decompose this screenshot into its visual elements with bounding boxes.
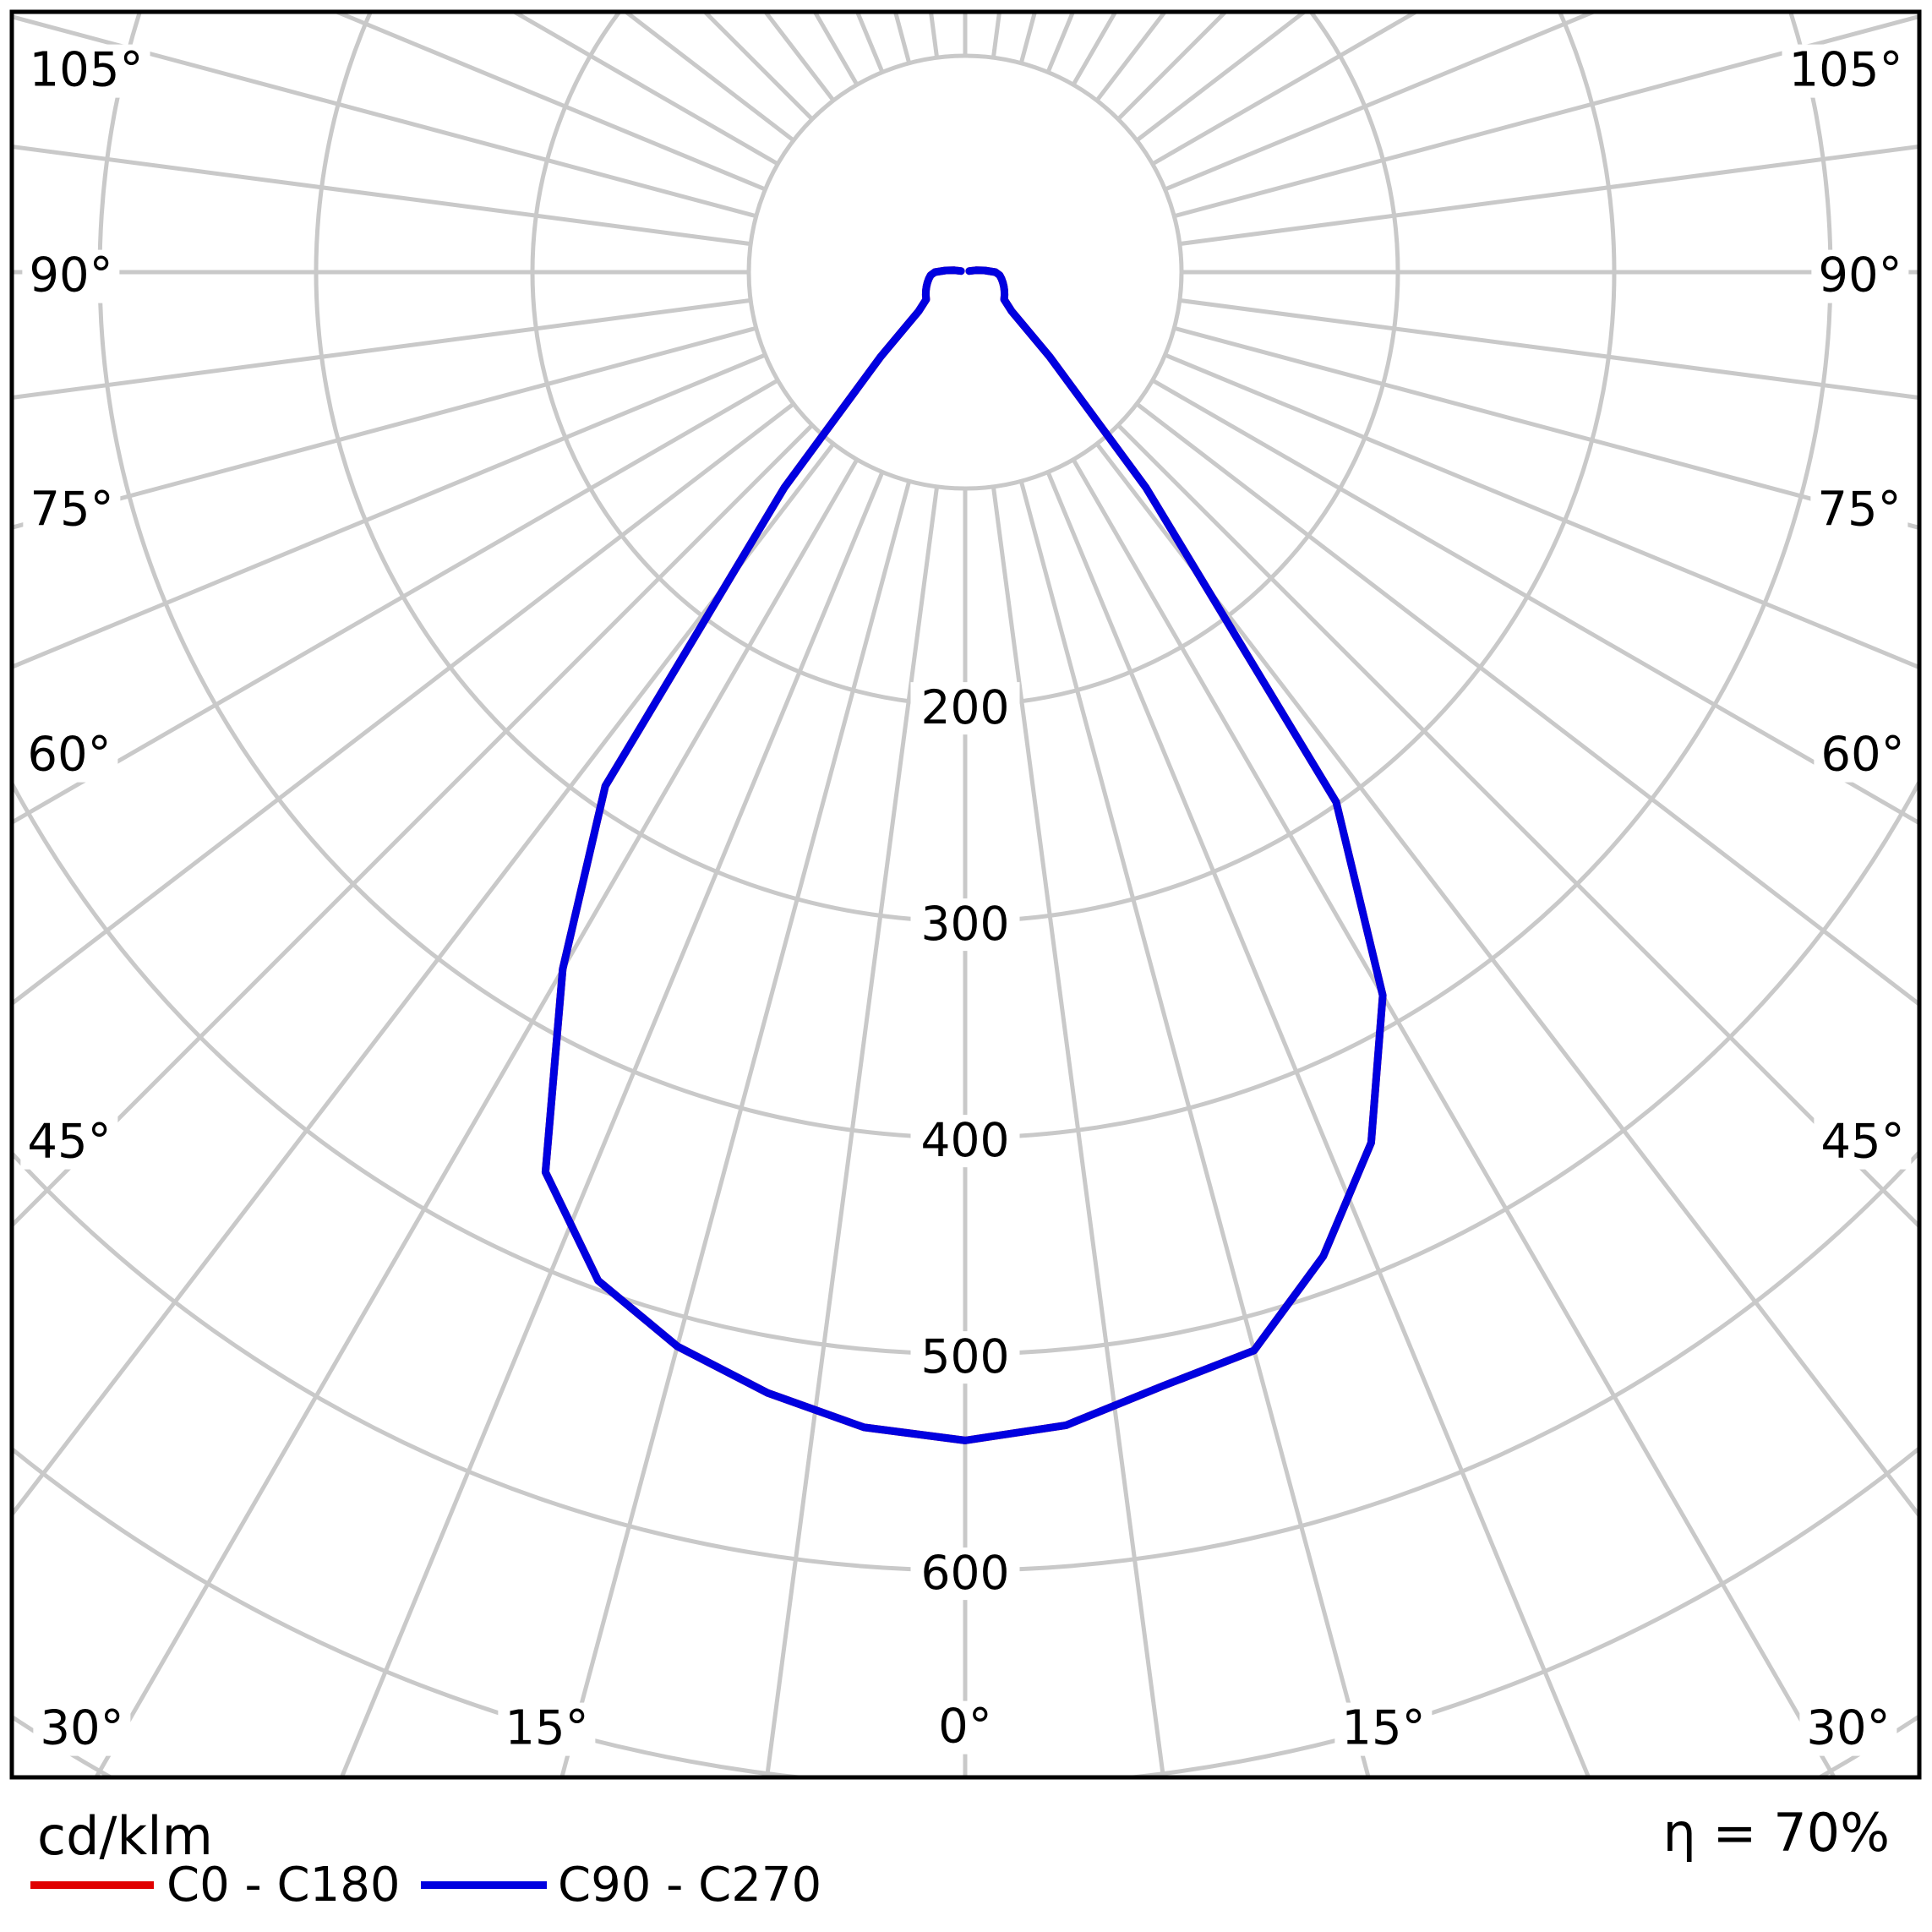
- efficiency-label: η = 70%: [1662, 1802, 1890, 1864]
- ring-label: 500: [910, 1331, 1020, 1384]
- angle-label: 30°: [33, 1702, 131, 1756]
- angle-label: 60°: [1814, 729, 1912, 783]
- ring-label: 300: [910, 898, 1020, 951]
- legend-label-c0-c180: C0 - C180: [166, 1858, 401, 1913]
- ring-label: 200: [910, 682, 1020, 734]
- legend: C0 - C180 C90 - C270: [0, 1856, 1932, 1915]
- ring-label: 400: [910, 1115, 1020, 1167]
- angle-label: 15°: [1334, 1702, 1433, 1756]
- angle-label: 105°: [22, 44, 150, 98]
- angle-label: 75°: [23, 483, 121, 538]
- angle-label: 60°: [20, 729, 118, 783]
- legend-label-c90-c270: C90 - C270: [558, 1858, 822, 1913]
- angle-label: 90°: [22, 249, 120, 303]
- angle-label: 15°: [498, 1702, 596, 1756]
- units-label: cd/klm: [37, 1805, 213, 1867]
- angle-label: 90°: [1811, 249, 1909, 303]
- angle-label: 30°: [1799, 1702, 1897, 1756]
- legend-swatch-c90-c270: [421, 1881, 547, 1889]
- angle-label: 75°: [1810, 483, 1908, 538]
- ring-label: 600: [910, 1547, 1020, 1600]
- angle-label: 105°: [1782, 44, 1910, 98]
- angle-label: 0°: [931, 1700, 999, 1755]
- angle-label: 45°: [20, 1116, 118, 1170]
- legend-swatch-c0-c180: [30, 1881, 154, 1889]
- angle-label: 45°: [1814, 1116, 1912, 1170]
